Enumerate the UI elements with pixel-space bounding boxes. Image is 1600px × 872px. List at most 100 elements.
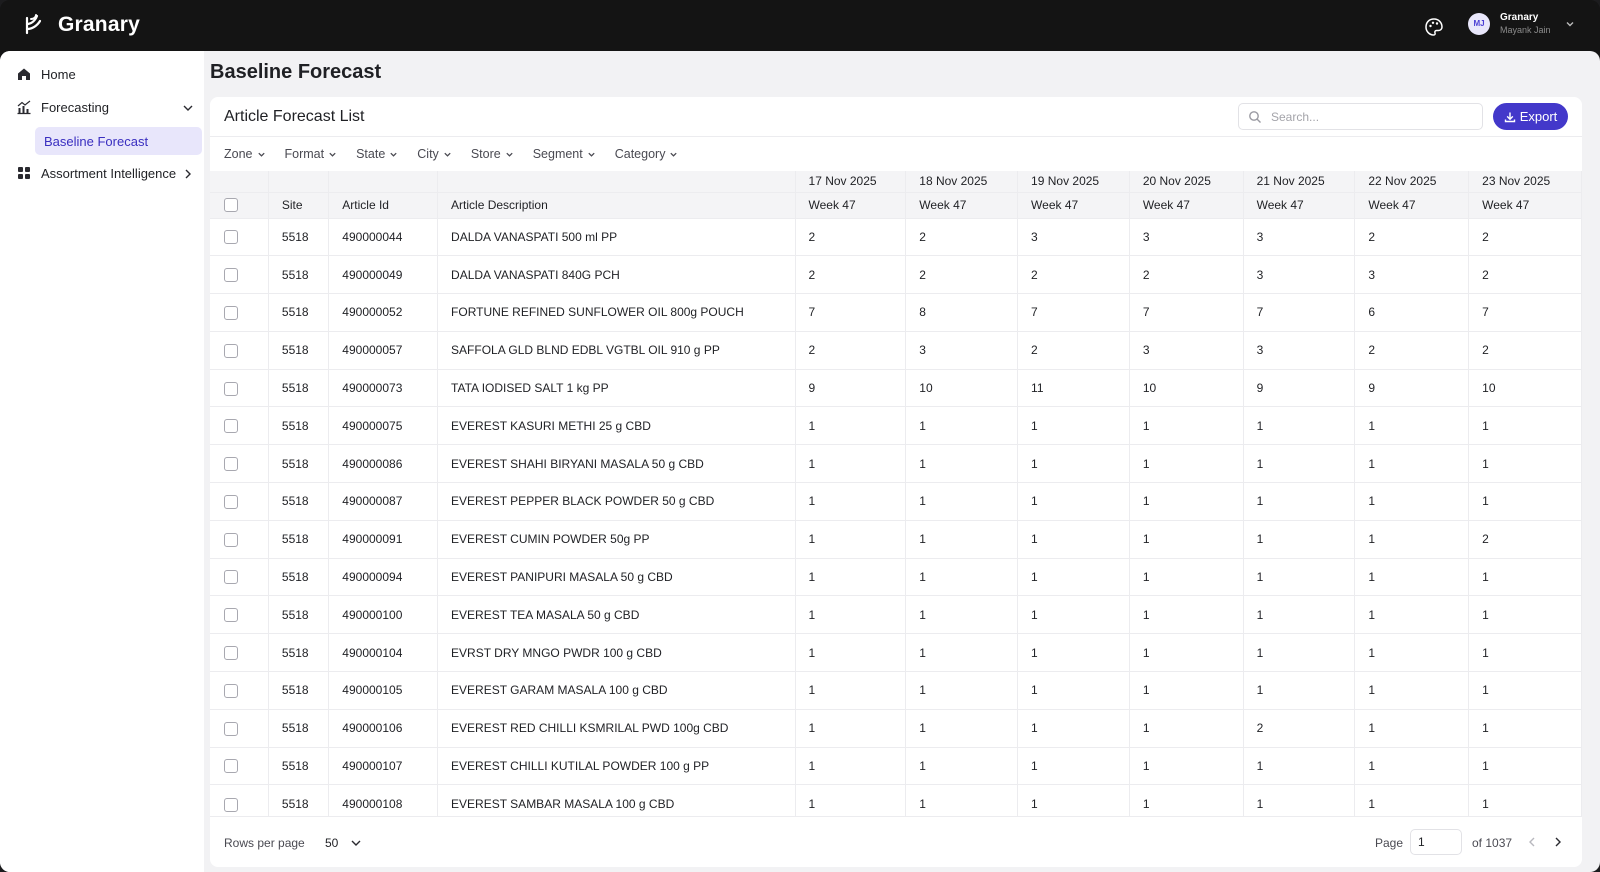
- cell-site: 5518: [268, 255, 330, 294]
- filter-bar: Zone Format State City Store Segment Category: [224, 147, 697, 161]
- cell-forecast-value: 1: [905, 671, 1019, 710]
- cell-forecast-value: 1: [1129, 595, 1244, 634]
- chevron-down-icon: [390, 152, 397, 157]
- row-select-cell: [210, 633, 269, 672]
- column-header-week: Week 47: [1017, 191, 1130, 218]
- user-org: Granary: [1500, 12, 1539, 23]
- table-row[interactable]: 5518 490000086 EVEREST SHAHI BIRYANI MASAL…: [210, 444, 1582, 483]
- filter-label: Store: [470, 147, 501, 161]
- table-row[interactable]: 5518 490000106 EVEREST RED CHILLI KSMRILAL…: [210, 708, 1582, 748]
- table-row[interactable]: 5518 490000108 EVEREST SAMBAR MASALA 100 g…: [210, 784, 1582, 816]
- row-select-cell: [210, 671, 269, 710]
- brand[interactable]: Granary: [22, 13, 140, 37]
- select-all-cell: [210, 191, 269, 218]
- chevron-down-icon: [444, 152, 451, 157]
- table-row[interactable]: 5518 490000044 DALDA VANASPATI 500 ml PP 2 2…: [210, 217, 1582, 256]
- row-checkbox[interactable]: [224, 646, 238, 661]
- cell-forecast-value: 1: [1243, 671, 1356, 710]
- row-checkbox[interactable]: [224, 305, 238, 320]
- table-row[interactable]: 5518 490000052 FORTUNE REFINED SUNFLOWER O…: [210, 293, 1582, 332]
- cell-forecast-value: 3: [1129, 217, 1244, 256]
- table-row[interactable]: 5518 490000049 DALDA VANASPATI 840G PCH 2 2 2…: [210, 255, 1582, 294]
- column-header-week: Week 47: [1354, 191, 1470, 218]
- chevron-left-icon[interactable]: [1526, 836, 1538, 848]
- export-button[interactable]: Export: [1493, 103, 1568, 130]
- cell-forecast-value: 9: [1354, 368, 1470, 407]
- table-row[interactable]: 5518 490000105 EVEREST GARAM MASALA 100 g …: [210, 671, 1582, 710]
- chevron-right-icon[interactable]: [1552, 836, 1564, 848]
- table-row[interactable]: 5518 490000057 SAFFOLA GLD BLND EDBL VGTBL…: [210, 330, 1582, 370]
- table-row[interactable]: 5518 490000104 EVRST DRY MNGO PWDR 100 g C…: [210, 633, 1582, 672]
- filter-segment[interactable]: Segment: [533, 147, 596, 161]
- filter-city[interactable]: City: [417, 147, 452, 161]
- select-all-checkbox[interactable]: [224, 198, 238, 213]
- column-header-article-id[interactable]: Article Id: [328, 191, 439, 218]
- cell-forecast-value: 1: [1017, 671, 1130, 710]
- cell-article-description: EVEREST KASURI METHI 25 g CBD: [437, 406, 796, 445]
- cell-forecast-value: 1: [795, 746, 907, 785]
- sidebar-item-baseline-forecast[interactable]: Baseline Forecast: [35, 127, 202, 155]
- table-row[interactable]: 5518 490000075 EVEREST KASURI METHI 25 g C…: [210, 406, 1582, 445]
- row-checkbox[interactable]: [224, 797, 238, 812]
- palette-icon[interactable]: [1424, 17, 1444, 37]
- sidebar-item-assortment-intelligence[interactable]: Assortment Intelligence: [16, 165, 194, 181]
- filter-format[interactable]: Format: [285, 147, 338, 161]
- filter-store[interactable]: Store: [471, 147, 514, 161]
- app-body: Home Forecasting Baseline Forecast: [0, 51, 1600, 872]
- row-checkbox[interactable]: [224, 268, 238, 283]
- filter-label: Segment: [532, 147, 583, 161]
- table-row[interactable]: 5518 490000073 TATA IODISED SALT 1 kg PP 9 1…: [210, 368, 1582, 407]
- row-select-cell: [210, 595, 269, 634]
- cell-forecast-value: 2: [1468, 330, 1582, 370]
- row-checkbox[interactable]: [224, 419, 238, 434]
- filter-zone[interactable]: Zone: [224, 147, 266, 161]
- user-menu[interactable]: MJ Granary Mayank Jain: [1468, 12, 1575, 35]
- row-checkbox[interactable]: [224, 494, 238, 509]
- rows-per-page-label: Rows per page: [224, 836, 305, 850]
- column-header-article-description[interactable]: Article Description: [437, 191, 796, 218]
- search-input[interactable]: [1271, 109, 1461, 124]
- cell-forecast-value: 6: [1354, 293, 1470, 332]
- row-checkbox[interactable]: [224, 608, 238, 623]
- cell-article-description: EVEREST CHILLI KUTILAL POWDER 100 g PP: [437, 746, 796, 785]
- filter-state[interactable]: State: [356, 147, 398, 161]
- rows-per-page-select[interactable]: 50: [325, 836, 362, 850]
- search-box[interactable]: [1238, 103, 1483, 130]
- row-checkbox[interactable]: [224, 759, 238, 774]
- search-icon: [1249, 110, 1261, 123]
- row-select-cell: [210, 444, 269, 483]
- table-row[interactable]: 5518 490000107 EVEREST CHILLI KUTILAL POWD…: [210, 746, 1582, 785]
- row-checkbox[interactable]: [224, 381, 238, 396]
- filter-category[interactable]: Category: [615, 147, 679, 161]
- table-row[interactable]: 5518 490000094 EVEREST PANIPURI MASALA 50 …: [210, 557, 1582, 596]
- cell-forecast-value: 2: [1129, 255, 1244, 294]
- row-select-cell: [210, 519, 269, 559]
- row-checkbox[interactable]: [224, 457, 238, 472]
- sidebar-item-home[interactable]: Home: [16, 66, 76, 82]
- chevron-down-icon: [183, 105, 193, 111]
- page-number-input[interactable]: [1410, 829, 1462, 855]
- row-checkbox[interactable]: [224, 721, 238, 736]
- table-row[interactable]: 5518 490000087 EVEREST PEPPER BLACK POWDER…: [210, 482, 1582, 521]
- row-checkbox[interactable]: [224, 683, 238, 698]
- download-icon: [1504, 112, 1515, 122]
- cell-forecast-value: 1: [1017, 633, 1130, 672]
- cell-forecast-value: 2: [795, 255, 907, 294]
- row-checkbox[interactable]: [224, 343, 238, 358]
- cell-article-description: DALDA VANASPATI 500 ml PP: [437, 217, 796, 256]
- header-blank: [328, 171, 439, 192]
- table-row[interactable]: 5518 490000100 EVEREST TEA MASALA 50 g CBD…: [210, 595, 1582, 634]
- sidebar-item-forecasting[interactable]: Forecasting: [16, 99, 194, 115]
- row-checkbox[interactable]: [224, 532, 238, 547]
- column-header-site[interactable]: Site: [268, 191, 330, 218]
- row-checkbox[interactable]: [224, 230, 238, 245]
- cell-forecast-value: 11: [1017, 368, 1130, 407]
- table-row[interactable]: 5518 490000091 EVEREST CUMIN POWDER 50g PP…: [210, 519, 1582, 559]
- cell-forecast-value: 2: [1468, 519, 1582, 559]
- cell-forecast-value: 1: [1354, 633, 1470, 672]
- cell-site: 5518: [268, 368, 330, 407]
- cell-forecast-value: 7: [1468, 293, 1582, 332]
- row-checkbox[interactable]: [224, 570, 238, 585]
- cell-forecast-value: 1: [795, 784, 907, 816]
- cell-forecast-value: 1: [1129, 746, 1244, 785]
